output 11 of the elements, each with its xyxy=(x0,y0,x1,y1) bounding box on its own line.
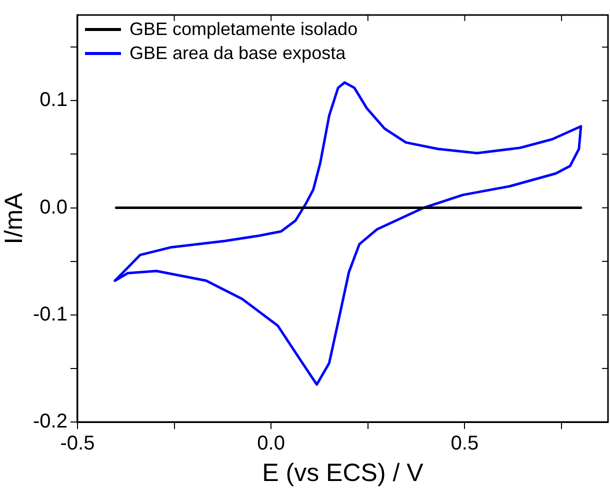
y-tick-label: 0.0 xyxy=(40,196,68,218)
y-axis-title: I/mA xyxy=(0,192,28,244)
y-tick-label: -0.1 xyxy=(32,303,68,326)
y-tick-label: -0.2 xyxy=(32,410,68,433)
x-tick-label: -0.5 xyxy=(60,432,95,455)
legend-label: GBE area da base exposta xyxy=(129,42,346,65)
x-tick-label: 0.5 xyxy=(450,432,479,455)
x-axis-title: E (vs ECS) / V xyxy=(262,458,424,487)
legend-label: GBE completamente isolado xyxy=(129,18,358,41)
x-tick-label: 0.0 xyxy=(257,432,285,455)
y-tick-label: 0.1 xyxy=(40,89,68,112)
